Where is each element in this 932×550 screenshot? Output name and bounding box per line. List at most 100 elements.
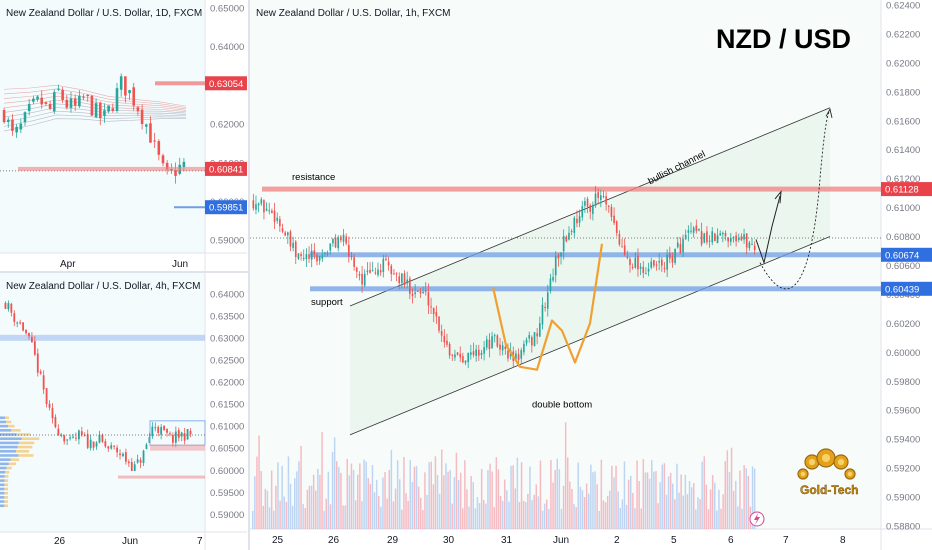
volume-bar bbox=[396, 460, 399, 529]
volume-bar bbox=[443, 475, 445, 529]
level-line bbox=[18, 166, 205, 171]
volume-profile-bar bbox=[0, 479, 5, 482]
projection-path-dotted bbox=[759, 109, 831, 290]
volume-profile-bar bbox=[4, 500, 9, 503]
volume-profile-bar bbox=[4, 496, 9, 499]
h4-candle bbox=[28, 332, 30, 337]
volume-bar bbox=[558, 469, 561, 529]
volume-bar bbox=[304, 508, 306, 529]
volume-bar bbox=[674, 499, 676, 529]
price-badge-label: 0.60439 bbox=[885, 284, 919, 295]
h4-candle bbox=[174, 431, 177, 443]
main-x-tick: 31 bbox=[501, 535, 513, 546]
main-candle bbox=[477, 349, 480, 356]
level-line bbox=[118, 475, 205, 479]
main-candle bbox=[557, 255, 560, 259]
volume-profile-bar bbox=[6, 466, 12, 470]
main-candle bbox=[692, 227, 695, 233]
price-badge bbox=[205, 76, 247, 91]
daily-candle bbox=[153, 140, 156, 142]
volume-bar bbox=[504, 479, 506, 529]
volume-bar bbox=[441, 449, 443, 529]
main-x-tick: 6 bbox=[728, 535, 734, 546]
main-candle bbox=[393, 273, 395, 275]
daily-candle bbox=[69, 98, 73, 108]
main-candle bbox=[674, 248, 676, 263]
volume-bar bbox=[615, 465, 617, 529]
main-candle bbox=[658, 260, 661, 263]
volume-bar bbox=[388, 469, 390, 529]
daily-chart-panel[interactable]: 0.650000.640000.630000.620000.610000.600… bbox=[0, 0, 247, 271]
main-y-tick: 0.59200 bbox=[886, 464, 920, 475]
main-candle bbox=[581, 206, 584, 218]
volume-bar bbox=[344, 505, 346, 529]
main-candle bbox=[395, 273, 398, 275]
volume-bar bbox=[541, 510, 544, 529]
volume-bar bbox=[657, 503, 659, 529]
h4-candle bbox=[10, 303, 13, 313]
volume-bar bbox=[672, 483, 674, 529]
volume-bar bbox=[464, 460, 466, 529]
daily-chart-title: New Zealand Dollar / U.S. Dollar, 1D, FX… bbox=[6, 8, 203, 19]
main-candle bbox=[358, 274, 361, 276]
main-candle bbox=[732, 237, 735, 239]
main-candle bbox=[483, 347, 485, 354]
main-candle bbox=[735, 235, 737, 242]
h4-candle bbox=[151, 426, 154, 437]
main-candle bbox=[496, 335, 499, 347]
plot-background bbox=[0, 0, 205, 253]
daily-candle bbox=[52, 92, 56, 112]
h4-candle bbox=[63, 435, 66, 442]
volume-bar bbox=[392, 501, 395, 529]
main-candle bbox=[332, 239, 334, 244]
volume-profile-bar bbox=[0, 454, 19, 457]
main-candle bbox=[302, 257, 305, 259]
h4-candle bbox=[33, 341, 36, 355]
h4-candle bbox=[13, 313, 16, 322]
main-y-tick: 0.59000 bbox=[886, 493, 920, 504]
main-candle bbox=[472, 351, 475, 355]
volume-bar bbox=[252, 510, 254, 529]
volume-bar bbox=[342, 505, 344, 529]
main-candle bbox=[568, 232, 570, 240]
volume-bar bbox=[594, 471, 596, 529]
main-candle bbox=[379, 270, 382, 273]
volume-bar bbox=[720, 508, 722, 529]
h4-candle bbox=[4, 302, 7, 309]
h4-candle bbox=[98, 434, 101, 443]
volume-bar bbox=[371, 464, 374, 529]
volume-profile-bar bbox=[0, 458, 11, 461]
main-candle bbox=[695, 225, 698, 232]
main-chart-panel[interactable]: resistance support double bottom bullish ch… bbox=[250, 0, 932, 550]
main-candle bbox=[387, 261, 390, 266]
volume-bar bbox=[462, 508, 464, 529]
h4-candle bbox=[66, 439, 69, 441]
volume-bar bbox=[663, 463, 666, 529]
main-candle bbox=[470, 352, 472, 355]
h4-chart-panel[interactable]: 0.64000 0.63500 0.63000 0.62500 0.62000 0.615… bbox=[0, 273, 247, 550]
main-candle bbox=[554, 256, 557, 276]
main-candle bbox=[371, 270, 374, 272]
volume-bar bbox=[363, 459, 365, 529]
main-y-tick: 0.61800 bbox=[886, 87, 920, 98]
main-candle bbox=[714, 233, 716, 241]
main-candle bbox=[743, 234, 745, 240]
volume-bar bbox=[676, 463, 678, 529]
volume-bar bbox=[281, 465, 283, 529]
volume-bar bbox=[403, 456, 405, 529]
volume-bar bbox=[298, 461, 300, 529]
price-badge bbox=[205, 161, 247, 176]
main-candle bbox=[745, 233, 748, 248]
h4-candle bbox=[86, 434, 89, 448]
volume-bar bbox=[424, 472, 426, 529]
volume-bar bbox=[447, 471, 449, 529]
main-candle bbox=[382, 258, 385, 272]
volume-bar bbox=[623, 461, 626, 529]
volume-bar bbox=[499, 495, 502, 529]
volume-bar bbox=[487, 470, 489, 529]
h4-candle bbox=[101, 434, 104, 442]
main-candle bbox=[281, 228, 284, 232]
volume-bar bbox=[489, 463, 491, 529]
main-x-tick: 5 bbox=[671, 535, 677, 546]
daily-candle bbox=[78, 95, 81, 107]
